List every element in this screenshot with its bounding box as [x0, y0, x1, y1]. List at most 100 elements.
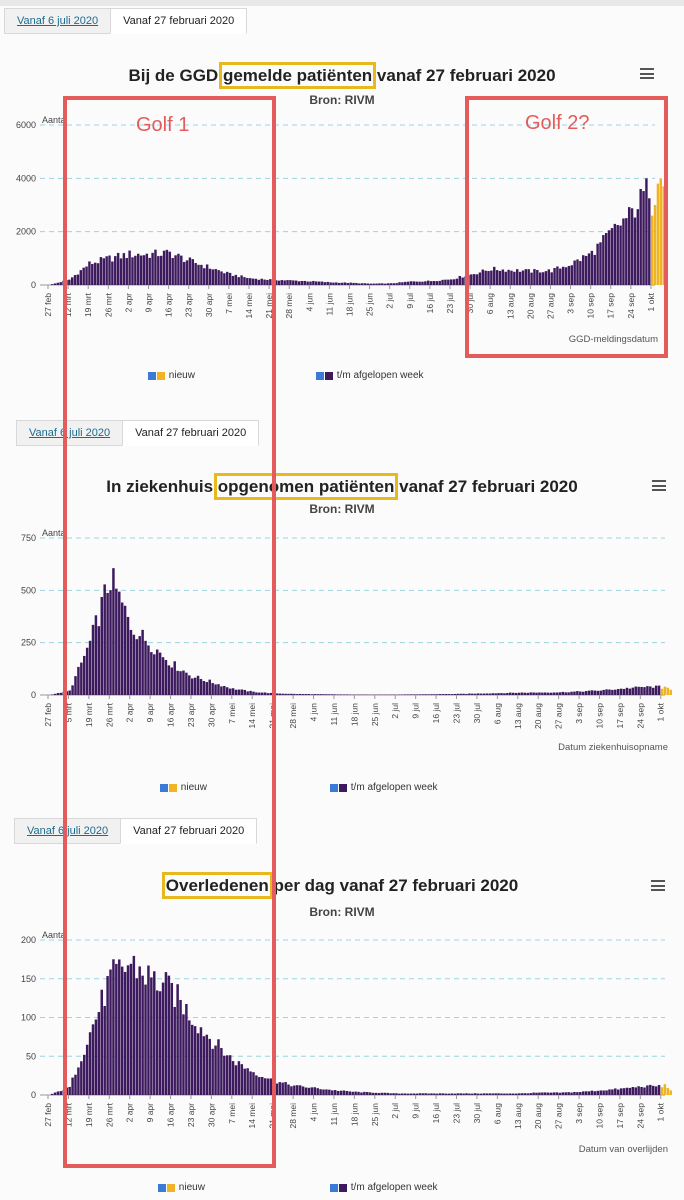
bar [306, 281, 309, 285]
bar [260, 278, 263, 285]
bar [500, 1093, 503, 1095]
bar [116, 252, 120, 285]
tab-vanaf-27-februari[interactable]: Vanaf 27 februari 2020 [120, 818, 258, 844]
bar [300, 280, 304, 285]
bar [261, 1076, 264, 1095]
bar [208, 268, 212, 285]
bar [240, 1064, 244, 1095]
bar [94, 1019, 98, 1095]
bar [478, 272, 482, 285]
bar [185, 260, 189, 285]
bar [223, 1055, 226, 1095]
bar [158, 652, 162, 695]
x-tick-label: 24 sep [635, 1103, 645, 1129]
bar [111, 261, 114, 285]
bar [301, 694, 305, 695]
bar [118, 959, 121, 1095]
bar [243, 277, 246, 285]
bar [657, 1085, 661, 1095]
bar [409, 281, 413, 285]
bar [317, 281, 321, 285]
bar [468, 1093, 471, 1095]
bar [538, 692, 541, 695]
x-tick-label: 11 jun [329, 703, 339, 726]
bar [138, 966, 141, 1095]
bar [424, 1093, 427, 1095]
bar [628, 1087, 632, 1095]
bar [165, 249, 169, 285]
bar [383, 283, 387, 285]
bar [561, 691, 565, 695]
hamburger-menu-icon[interactable] [652, 480, 666, 491]
legend-new[interactable]: nieuw [160, 782, 207, 793]
tab-vanaf-6-juli[interactable]: Vanaf 6 juli 2020 [16, 420, 124, 446]
bar [433, 1093, 436, 1095]
bar [524, 269, 528, 285]
x-tick-label: 10 sep [594, 703, 604, 729]
bar [596, 690, 600, 695]
bar [529, 692, 532, 695]
bar [544, 1092, 547, 1095]
bar [150, 977, 153, 1095]
bar [53, 1092, 57, 1095]
x-tick-label: 4 jun [309, 1103, 319, 1122]
bar [246, 1068, 249, 1095]
bar [515, 269, 519, 285]
bar [608, 689, 611, 695]
bar [360, 1092, 363, 1095]
bar [506, 1093, 509, 1095]
bar [657, 685, 661, 695]
bar [584, 1091, 588, 1095]
tab-vanaf-27-februari[interactable]: Vanaf 27 februari 2020 [110, 8, 248, 34]
legend-week[interactable]: t/m afgelopen week [316, 370, 424, 381]
bar [351, 1091, 354, 1095]
bar [254, 278, 258, 285]
x-tick-label: 24 sep [626, 293, 636, 319]
bar [509, 692, 512, 695]
x-tick-label: 27 feb [43, 1103, 53, 1127]
bar [403, 1093, 407, 1095]
bar [211, 269, 215, 285]
tab-vanaf-6-juli[interactable]: Vanaf 6 juli 2020 [14, 818, 122, 844]
hamburger-menu-icon[interactable] [640, 68, 654, 79]
bar [287, 1084, 290, 1095]
tab-vanaf-6-juli[interactable]: Vanaf 6 juli 2020 [4, 8, 112, 34]
bar [487, 271, 490, 285]
bar [342, 1090, 346, 1095]
tab-bar: Vanaf 6 juli 2020 Vanaf 27 februari 2020 [16, 420, 260, 446]
tab-vanaf-27-februari[interactable]: Vanaf 27 februari 2020 [122, 420, 260, 446]
hamburger-menu-icon[interactable] [651, 880, 665, 891]
bar [552, 1092, 556, 1095]
x-tick-label: 16 jul [431, 1103, 441, 1123]
bar [122, 253, 126, 285]
bar [153, 971, 156, 1095]
bar [91, 263, 94, 285]
bar [526, 1093, 530, 1095]
bar [234, 689, 238, 695]
bar [82, 267, 85, 285]
legend-new[interactable]: nieuw [158, 1182, 205, 1193]
bar [602, 689, 605, 695]
legend-week[interactable]: t/m afgelopen week [330, 782, 438, 793]
bar [590, 250, 594, 285]
bar [536, 269, 539, 285]
bar [331, 694, 334, 695]
legend-new[interactable]: nieuw [148, 370, 195, 381]
bar [497, 693, 500, 695]
bar [120, 966, 124, 1095]
bar [619, 1088, 623, 1095]
legend-week[interactable]: t/m afgelopen week [330, 1182, 438, 1193]
y-axis-label: Aantal [42, 115, 68, 125]
bar [303, 280, 306, 285]
bar [193, 1026, 197, 1095]
x-tick-label: 30 apr [206, 703, 216, 727]
x-tick-label: 14 mei [247, 1103, 257, 1129]
bar [68, 279, 71, 285]
bar [501, 269, 505, 285]
bar [380, 1092, 384, 1095]
x-tick-label: 14 mei [247, 703, 257, 729]
bar [188, 257, 192, 285]
bar [421, 281, 424, 285]
bar [599, 1090, 602, 1095]
bar [339, 1090, 343, 1095]
